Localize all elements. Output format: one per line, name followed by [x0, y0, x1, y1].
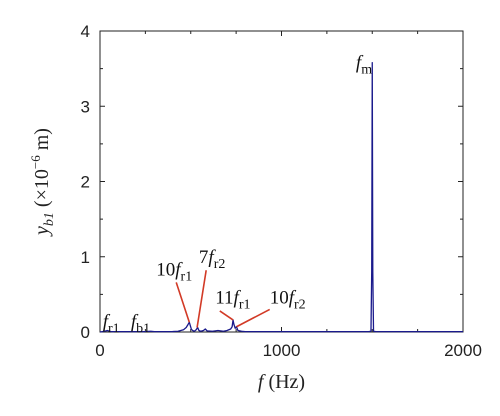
y-axis-unit-suffix: m): [31, 128, 53, 155]
series-line: [99, 61, 463, 333]
y-tick-label: 0: [81, 323, 90, 342]
annotation-label: 7fr2: [199, 247, 225, 272]
annotation-leader-line: [236, 308, 271, 328]
annotation-symbol: f: [208, 247, 216, 268]
annotation-leader-line: [175, 282, 191, 323]
annotation-multiplier: 7: [199, 247, 209, 268]
annotation-label: fb1: [131, 311, 150, 336]
annotation-subscript: r1: [239, 297, 251, 312]
annotation-label: fr1: [103, 311, 120, 336]
annotation-symbol: f: [175, 260, 183, 281]
annotation-subscript: r2: [294, 297, 306, 312]
x-axis-variable: f: [258, 371, 266, 393]
annotation-label: fm: [356, 53, 372, 78]
y-tick-label: 4: [81, 22, 90, 41]
x-axis-unit: (Hz): [263, 371, 305, 393]
x-tick-label: 2000: [444, 341, 482, 360]
annotation-label: 10fr2: [270, 287, 306, 312]
annotation-subscript: b1: [136, 321, 150, 336]
y-axis-label: yb1 (×10−6 m): [28, 128, 57, 237]
annotation-symbol: f: [103, 311, 111, 332]
y-axis-unit-exponent: −6: [28, 155, 43, 169]
y-axis-subscript: b1: [42, 212, 57, 226]
annotation-leader-line: [219, 310, 234, 321]
annotation-symbol: f: [289, 287, 297, 308]
annotation-subscript: r1: [108, 321, 120, 336]
y-tick-label: 3: [81, 97, 90, 116]
annotation-subscript: m: [361, 63, 372, 78]
annotation-multiplier: 10: [156, 260, 175, 281]
annotation-label: 11fr1: [215, 287, 250, 312]
annotation-subscript: r1: [181, 270, 193, 285]
y-axis-variable: y: [31, 226, 53, 237]
annotation-subscript: r2: [214, 257, 226, 272]
annotation-label: 10fr1: [156, 260, 192, 285]
x-axis-label: f (Hz): [258, 371, 305, 393]
annotation-symbol: f: [234, 287, 242, 308]
annotation-multiplier: 10: [270, 287, 289, 308]
y-tick-label: 2: [81, 173, 90, 192]
annotation-multiplier: 11: [215, 287, 233, 308]
annotation-symbol: f: [356, 53, 364, 74]
annotation-symbol: f: [131, 311, 139, 332]
x-tick-label: 1000: [263, 341, 301, 360]
y-tick-label: 1: [81, 248, 90, 267]
x-tick-label: 0: [95, 341, 104, 360]
y-axis-unit-prefix: (×10: [31, 169, 53, 212]
annotation-leader-line: [196, 270, 207, 328]
